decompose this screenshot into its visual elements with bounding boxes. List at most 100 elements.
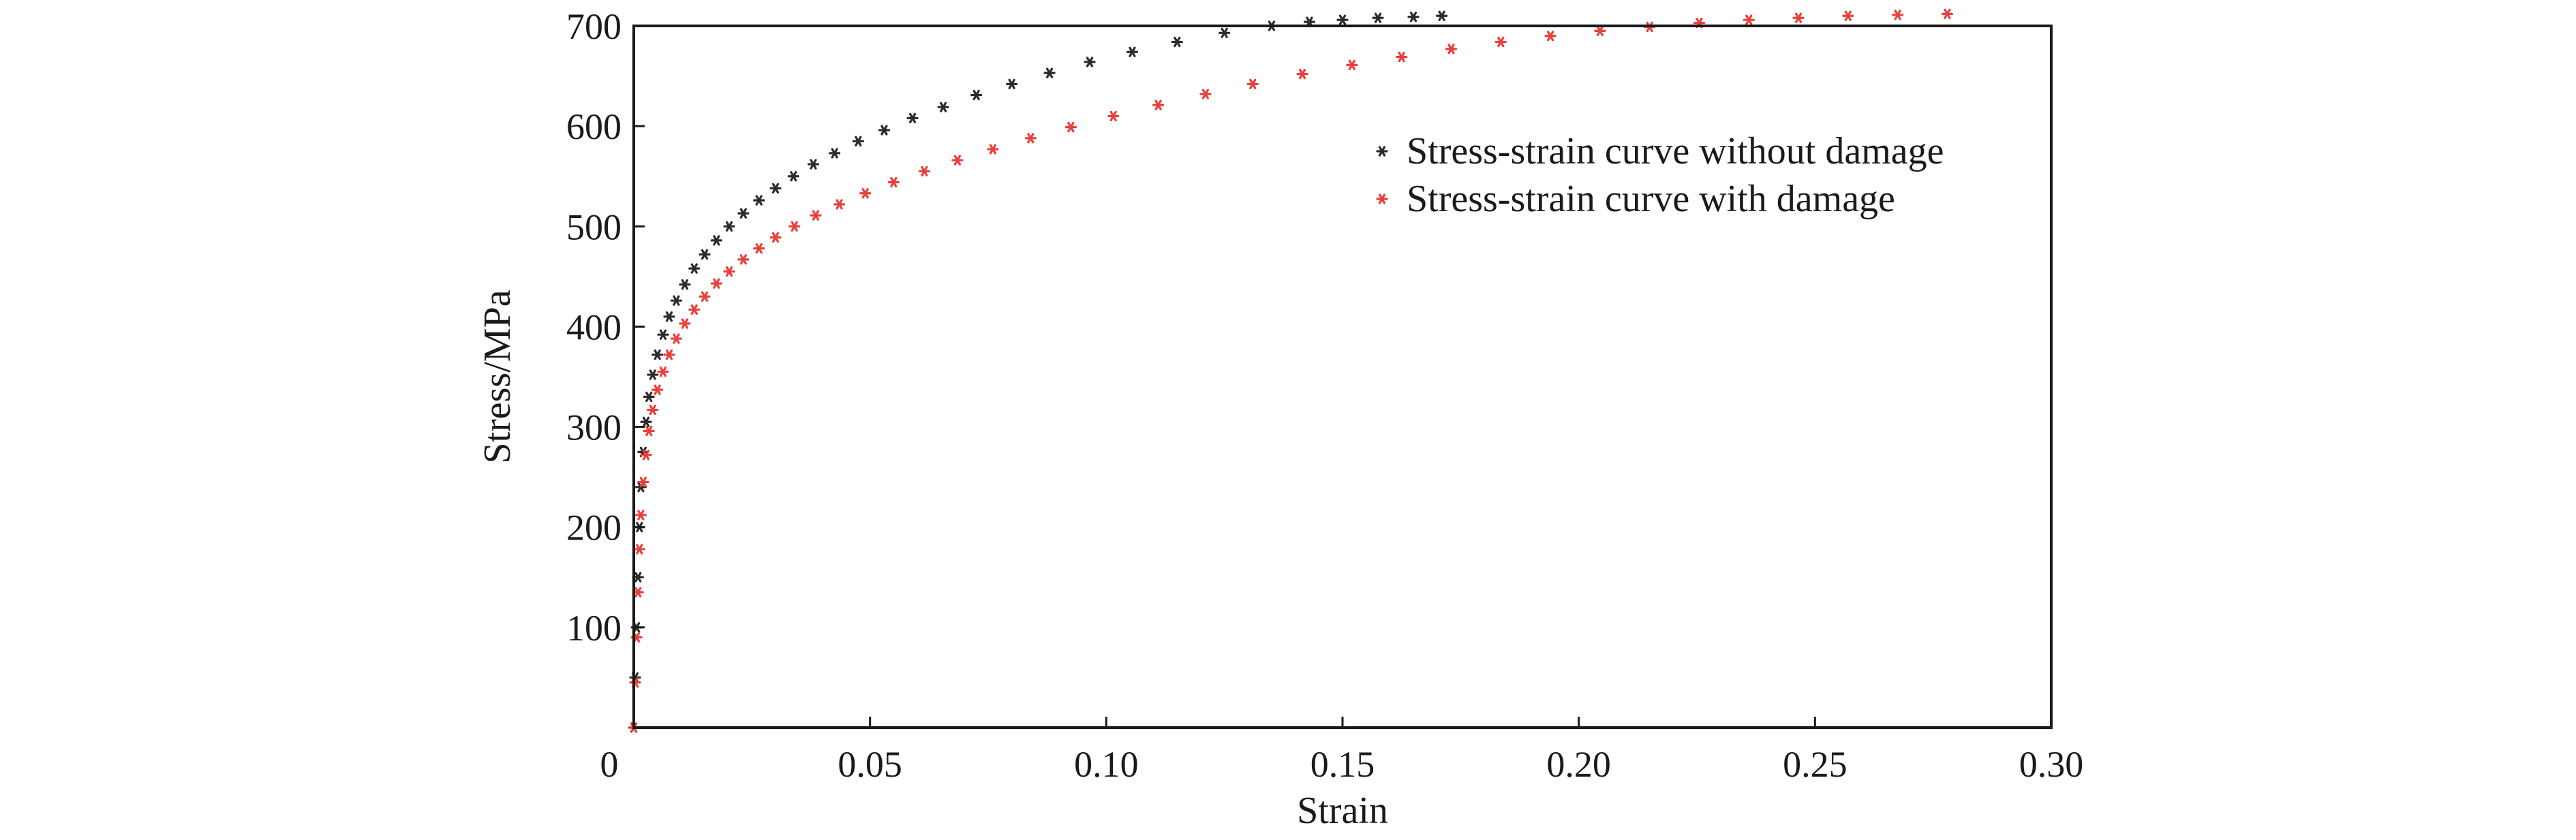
- data-point: [970, 89, 983, 101]
- data-point: [1743, 14, 1755, 25]
- y-tick-label: 700: [566, 6, 622, 47]
- data-point: [918, 166, 931, 177]
- data-point: [670, 295, 683, 306]
- data-point: [1407, 12, 1420, 22]
- data-point: [1792, 12, 1805, 23]
- y-axis-title: Stress/MPa: [476, 290, 519, 463]
- data-point: [1436, 10, 1448, 21]
- data-point: [688, 263, 701, 274]
- y-tick-label: 400: [566, 307, 622, 347]
- data-point: [1107, 110, 1120, 122]
- data-point: [737, 208, 750, 219]
- data-point: [878, 125, 891, 136]
- data-point: [753, 243, 765, 254]
- data-point: [787, 171, 799, 182]
- data-point: [1043, 67, 1056, 78]
- data-point: [699, 249, 711, 260]
- data-point: [679, 279, 691, 290]
- x-tick-label: 0.05: [838, 744, 902, 785]
- data-point: [769, 183, 782, 194]
- legend-symbol: [1376, 146, 1388, 157]
- y-tick-label: 600: [566, 106, 622, 147]
- data-point: [723, 221, 735, 232]
- data-point: [788, 221, 801, 232]
- data-point: [852, 136, 864, 146]
- x-axis-title: Strain: [1297, 790, 1388, 832]
- y-tick-label: 500: [566, 206, 622, 247]
- data-point: [723, 266, 735, 277]
- data-point: [1336, 14, 1349, 25]
- data-point: [1296, 68, 1308, 80]
- x-tick-label: 0.20: [1546, 744, 1611, 785]
- data-point: [753, 195, 765, 206]
- x-tick-label: 0.15: [1310, 744, 1375, 785]
- legend-label-without-damage: Stress-strain curve without damage: [1407, 130, 1944, 172]
- data-point: [1445, 44, 1458, 55]
- data-point: [651, 349, 664, 360]
- x-tick-label: 0.10: [1074, 744, 1139, 785]
- data-point: [710, 278, 722, 289]
- data-point: [670, 333, 683, 344]
- data-point: [633, 544, 645, 555]
- legend-marker-with-damage: [1376, 193, 1388, 204]
- data-point: [679, 318, 691, 329]
- data-point: [640, 416, 652, 427]
- data-point: [1544, 31, 1557, 42]
- y-tick-label: 200: [566, 508, 622, 548]
- data-point: [688, 304, 701, 315]
- data-point: [1126, 46, 1139, 57]
- data-point: [810, 210, 822, 221]
- y-tick-label: 100: [566, 608, 622, 649]
- data-marks: [628, 8, 1954, 733]
- data-point: [1246, 78, 1259, 90]
- data-point: [1152, 99, 1165, 110]
- legend-item-without-damage: Stress-strain curve without damage: [1376, 130, 1944, 172]
- data-point: [634, 510, 647, 520]
- data-point: [1006, 78, 1018, 90]
- x-axis-ticks: 0 0.05 0.10 0.15 0.20 0.25 0.30: [600, 717, 2083, 785]
- legend-symbol: [1376, 193, 1388, 204]
- data-point: [1064, 121, 1077, 133]
- data-point: [906, 112, 919, 124]
- data-point: [1594, 25, 1606, 37]
- data-point: [643, 425, 655, 437]
- data-point: [1199, 89, 1212, 99]
- data-point: [1372, 12, 1384, 23]
- data-point: [643, 391, 655, 403]
- data-point: [807, 159, 820, 170]
- data-point: [1842, 10, 1854, 21]
- data-point: [1892, 10, 1904, 20]
- y-axis-ticks: 100 200 300 400 500 600 700: [566, 6, 645, 649]
- data-point: [663, 349, 675, 360]
- data-point: [833, 199, 846, 210]
- data-point: [887, 176, 900, 188]
- data-point: [1941, 8, 1954, 20]
- data-point: [647, 369, 659, 380]
- data-point: [1346, 59, 1358, 71]
- series-with-damage: [628, 8, 1954, 733]
- data-point: [737, 254, 750, 265]
- data-point: [647, 404, 659, 416]
- legend-item-with-damage: Stress-strain curve with damage: [1376, 178, 1895, 220]
- data-point: [987, 144, 999, 155]
- data-point: [1084, 57, 1096, 67]
- data-point: [829, 148, 841, 159]
- data-point: [859, 188, 872, 199]
- data-point: [1494, 36, 1507, 48]
- data-point: [710, 235, 722, 246]
- data-point: [637, 476, 649, 488]
- x-tick-label: 0.25: [1783, 744, 1847, 785]
- x-tick-label: 0: [600, 744, 619, 785]
- legend: Stress-strain curve without damage Stres…: [1376, 130, 1944, 220]
- data-point: [1171, 36, 1183, 48]
- y-tick-label: 300: [566, 407, 622, 448]
- data-point: [651, 384, 664, 395]
- data-point: [657, 366, 669, 377]
- data-point: [769, 232, 782, 243]
- data-point: [1024, 133, 1037, 144]
- data-point: [640, 450, 652, 461]
- data-point: [699, 291, 711, 302]
